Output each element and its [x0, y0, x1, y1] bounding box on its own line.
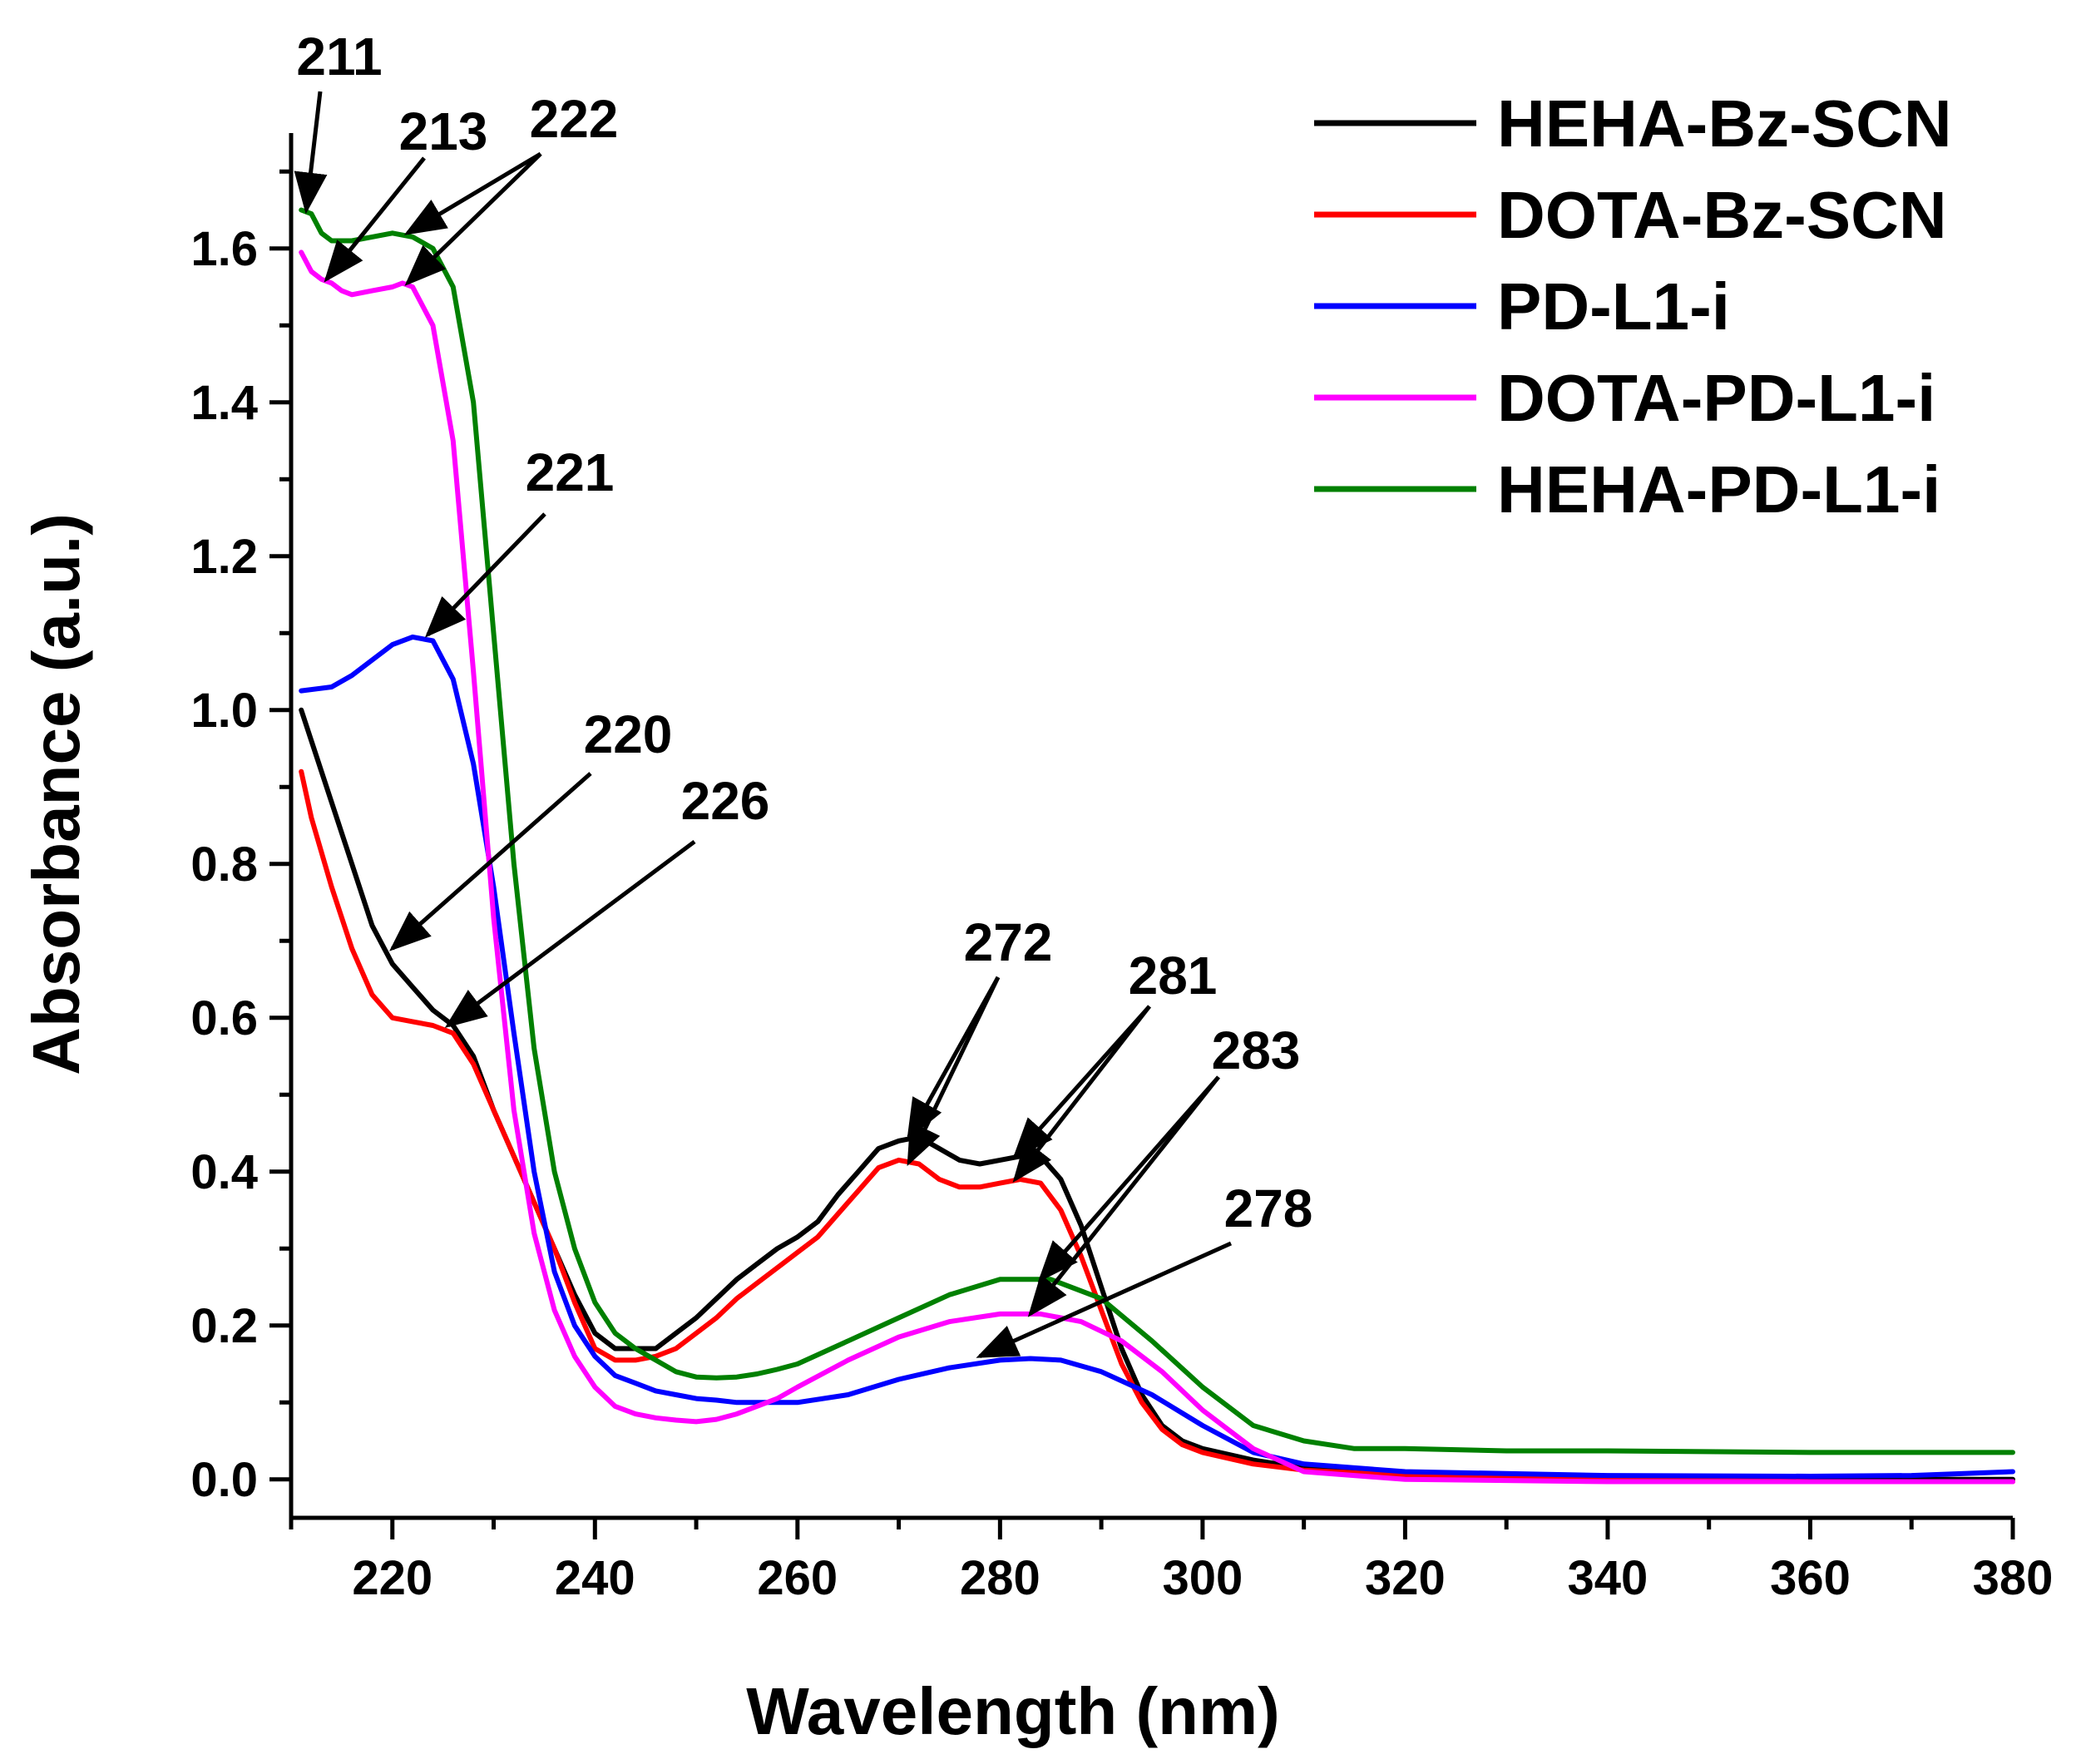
annotation-label: 220 [584, 704, 673, 764]
y-tick-label: 1.4 [190, 376, 258, 430]
legend-label: DOTA-PD-L1-i [1497, 361, 1935, 435]
series-line-3 [299, 634, 2015, 1479]
x-tick-label: 360 [1770, 1551, 1851, 1605]
annotation-label: 222 [530, 89, 619, 149]
legend: HEHA-Bz-SCN DOTA-Bz-SCN PD-L1-i DOTA-PD-L1-… [1314, 86, 1952, 526]
plot-series [299, 207, 2015, 1485]
y-tick-label: 1.2 [190, 530, 258, 584]
legend-label: HEHA-Bz-SCN [1497, 86, 1952, 161]
x-tick-label: 300 [1162, 1551, 1243, 1605]
annotation-arrow [324, 156, 426, 283]
y-tick-label: 0.2 [190, 1299, 258, 1353]
y-tick-label: 0.0 [190, 1453, 258, 1507]
legend-label: PD-L1-i [1497, 269, 1730, 343]
plot-axes: 220 240 260 280 300 320 340 360 380 0.0 0.2 0.4 0.6 0… [190, 133, 2053, 1605]
series-line-4 [299, 250, 2015, 1485]
y-tick-label: 0.4 [190, 1145, 258, 1199]
series-line-2 [299, 768, 2015, 1485]
x-tick-label: 340 [1568, 1551, 1648, 1605]
annotation-arrow [1037, 1075, 1220, 1283]
annotation-label: 278 [1224, 1178, 1313, 1238]
annotation-arrow [1027, 1075, 1220, 1317]
annotation-label: 281 [1129, 946, 1218, 1006]
x-axis-title: Wavelength (nm) [746, 1674, 1279, 1748]
y-tick-label: 0.6 [190, 991, 258, 1045]
annotation-label: 213 [399, 101, 488, 161]
annotation-label: 283 [1212, 1020, 1301, 1080]
x-tick-label: 220 [352, 1551, 432, 1605]
y-axis-title: Absorbance (a.u.) [19, 513, 93, 1075]
x-tick-label: 320 [1365, 1551, 1446, 1605]
annotation-arrow [404, 152, 542, 286]
annotation-label: 221 [526, 442, 615, 502]
legend-label: HEHA-PD-L1-i [1497, 452, 1940, 526]
y-tick-label: 1.6 [190, 222, 258, 276]
annotation-label: 226 [681, 771, 770, 831]
y-tick-label: 0.8 [190, 838, 258, 892]
annotation-label: 272 [964, 912, 1053, 972]
annotation-arrow [907, 976, 1001, 1167]
legend-label: DOTA-Bz-SCN [1497, 178, 1947, 252]
annotation-arrow [444, 839, 696, 1028]
x-tick-label: 280 [960, 1551, 1040, 1605]
annotation-arrow [389, 772, 592, 951]
series-line-5 [299, 207, 2015, 1455]
y-tick-label: 1.0 [190, 684, 258, 738]
x-tick-label: 380 [1973, 1551, 2054, 1605]
series-line-1 [299, 707, 2015, 1482]
annotation-arrow [1012, 1005, 1151, 1159]
annotation-arrow [294, 91, 328, 215]
annotation-label: 211 [296, 27, 382, 86]
x-tick-label: 240 [555, 1551, 635, 1605]
x-tick-label: 260 [757, 1551, 838, 1605]
annotation-arrow [424, 512, 546, 638]
annotation-arrow [403, 151, 542, 235]
annotation-arrow [1012, 1005, 1151, 1183]
annotation-arrow [976, 1241, 1233, 1359]
